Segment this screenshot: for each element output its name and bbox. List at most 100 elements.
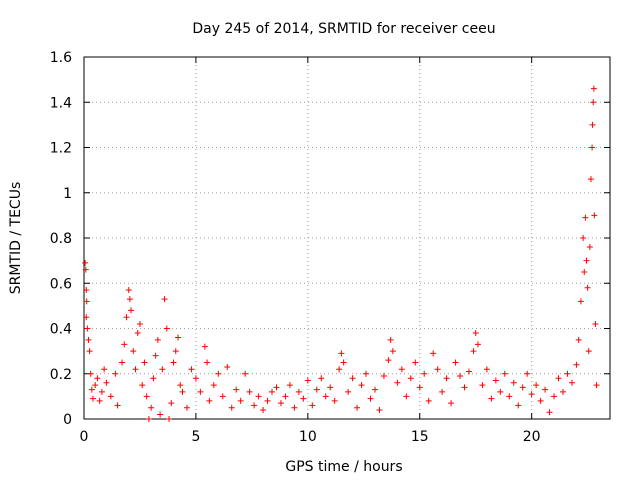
data-point [210,382,217,389]
data-point [107,393,114,400]
data-point [580,235,587,241]
data-point [215,370,222,377]
data-point [204,359,211,366]
data-point [591,212,598,219]
grid-lines [84,57,610,419]
data-point [425,397,432,404]
data-point [387,336,394,343]
x-tick-label: 5 [191,429,200,445]
data-point [376,406,383,413]
data-point [83,314,90,321]
data-point [575,336,582,343]
data-point [286,382,293,389]
data-point [590,85,597,92]
data-point [407,375,414,382]
data-point [161,296,168,303]
data-point [582,214,589,221]
data-point [264,397,271,404]
data-point [345,388,352,395]
data-point [510,379,517,386]
data-point [559,388,566,395]
data-point [524,370,531,377]
data-point [125,287,132,294]
data-point [412,359,419,366]
data-point [103,379,110,386]
data-point [465,368,472,375]
data-point [237,397,244,404]
data-point [338,350,345,357]
data-point [593,382,600,389]
data-point [304,377,311,384]
data-point [172,348,179,355]
data-point [179,388,186,395]
data-point [589,144,596,151]
data-point [228,404,235,411]
data-point [457,373,464,380]
data-point [592,320,599,327]
data-point [421,370,428,377]
data-point [331,397,338,404]
y-axis-label: SRMTID / TECUs [8,182,24,295]
data-point [101,366,108,373]
x-tick-label: 15 [411,429,429,445]
data-point [282,393,289,400]
data-point [506,393,513,400]
data-point [112,370,119,377]
data-point [585,348,592,355]
x-tick-label: 20 [523,429,541,445]
data-point [132,366,139,373]
data-point [87,370,94,377]
data-point [488,395,495,402]
x-tick-label: 10 [299,429,317,445]
y-tick-label: 0.6 [50,276,72,292]
data-point [152,352,159,359]
data-point [88,386,95,393]
data-point [430,350,437,357]
data-point [340,359,347,366]
y-tick-label: 0.2 [50,367,72,383]
data-point [519,384,526,391]
data-point [130,348,137,355]
data-point [416,384,423,391]
data-point [528,391,535,398]
data-point [542,386,549,393]
data-point [86,348,93,355]
data-point [84,325,91,332]
data-point [587,176,594,183]
data-point [159,366,166,373]
data-point [206,397,213,404]
data-point [479,382,486,389]
data-point [139,382,146,389]
data-point [188,366,195,373]
y-tick-label: 0 [63,412,72,428]
data-point [443,375,450,382]
data-point [273,384,280,391]
data-point [385,357,392,364]
data-point [83,287,90,294]
data-point [577,298,584,305]
data-point [295,388,302,395]
data-point [590,99,597,106]
data-point [85,336,92,343]
x-tick-labels: 0 5 10 15 20 [80,429,541,445]
data-point [322,393,329,400]
data-point [242,370,249,377]
data-point [589,121,596,128]
data-point [367,395,374,402]
y-tick-label: 1 [63,186,72,202]
data-point [134,330,141,337]
data-point [533,382,540,389]
data-point [246,388,253,395]
axis-ticks [83,56,610,420]
data-point [584,284,591,291]
data-point [564,370,571,377]
data-point [119,359,126,366]
data-point [349,375,356,382]
data-point [143,393,150,400]
data-point [233,386,240,393]
data-point [277,400,284,407]
data-point [358,382,365,389]
data-point [201,343,208,350]
y-tick-label: 1.2 [50,141,72,157]
data-point [175,334,182,341]
